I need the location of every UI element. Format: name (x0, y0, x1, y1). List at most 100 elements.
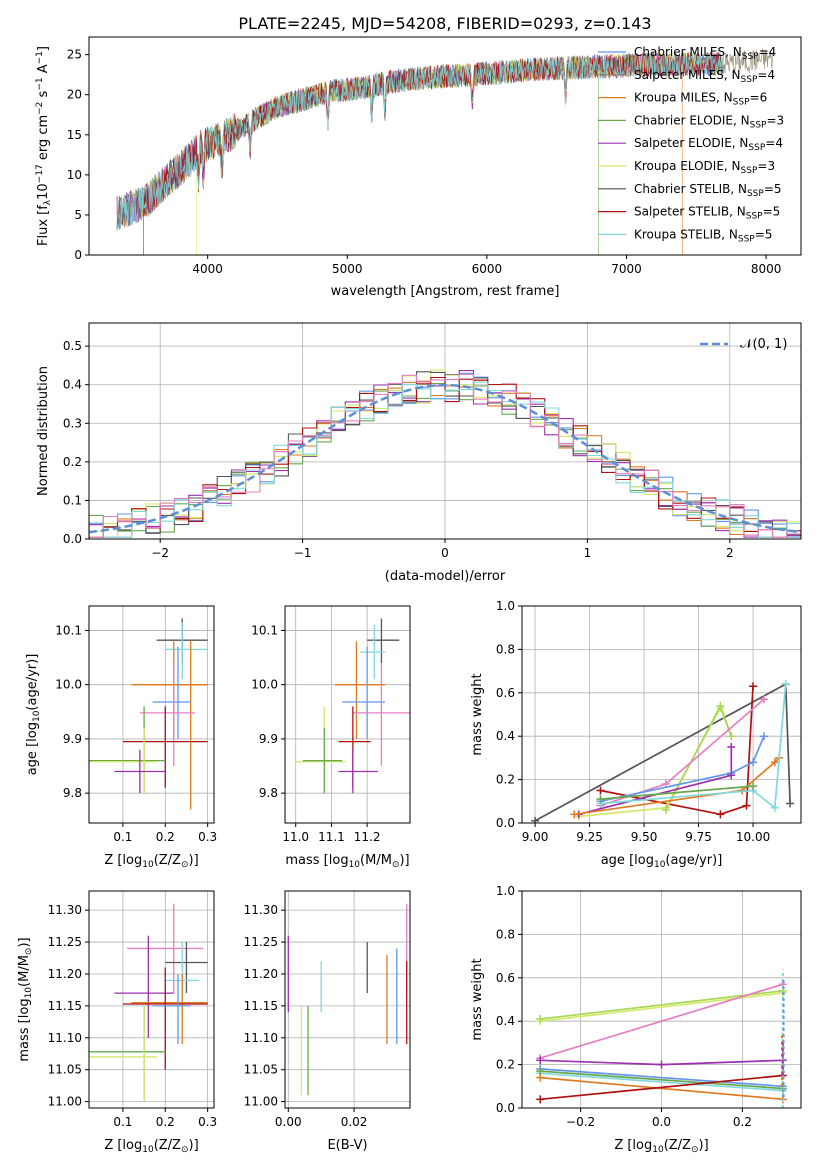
y-tick-label: 0.3 (63, 416, 82, 430)
x-axis-label: Z [log10(Z/Z⊙)] (104, 1138, 198, 1155)
legend-sub: SSP (733, 98, 750, 108)
label-part: Z [log (104, 853, 142, 868)
y-tick-label: 0.0 (496, 1101, 515, 1115)
weight-line-pink (600, 698, 765, 807)
label-part: ⊙ (181, 1145, 189, 1155)
legend-label: Kroupa STELIB, NSSP=5 (634, 227, 772, 244)
plot-area (531, 680, 795, 823)
label-part: ] (36, 46, 51, 51)
x-axis-label: age [log10(age/yr)] (601, 853, 723, 870)
y-tick-label: 9.9 (63, 732, 82, 746)
y-tick-label: 11.15 (244, 999, 278, 1013)
weight-line-salpeter_stelib (540, 1074, 783, 1101)
x-tick-label: 2 (726, 546, 734, 560)
label-part: 10 (36, 183, 51, 200)
y-tick-label: 15 (67, 128, 82, 142)
weight-marker-salpeter_elodie (727, 743, 736, 752)
label-part: −17 (35, 164, 45, 183)
label-part: )] (189, 1138, 199, 1153)
axes-frame (88, 605, 215, 824)
y-tick-label: 0.2 (496, 1058, 515, 1072)
plot-area (287, 903, 408, 1096)
y-tick-label: 10.0 (55, 678, 82, 692)
legend-label: Salpeter ELODIE, NSSP=4 (634, 136, 783, 153)
y-tick-label: 11.25 (244, 935, 278, 949)
label-part: erg cm (36, 115, 51, 164)
y-tick-label: 11.30 (48, 903, 82, 917)
label-part: 10 (142, 1145, 154, 1155)
y-tick-label: 0.2 (496, 773, 515, 787)
label-part: ⊙ (24, 948, 34, 956)
y-tick-label: 9.8 (63, 786, 82, 800)
label-part: −1 (35, 77, 45, 90)
plot-area (536, 969, 787, 1108)
weight-line-kroupa_miles (574, 757, 780, 816)
y-tick-label: 0.0 (496, 816, 515, 830)
y-tick-label: 11.25 (48, 935, 82, 949)
label-part: 10 (652, 1145, 664, 1155)
plot-area (89, 369, 801, 539)
plot-area (116, 48, 774, 255)
weight-marker-salpeter_stelib (596, 786, 605, 795)
legend-sub: SSP (741, 75, 758, 85)
weight-line-kroupa_elodie (540, 992, 783, 1023)
legend-text: Salpeter ELODIE, N (634, 136, 748, 150)
weight-marker-chabrier_miles (749, 758, 758, 767)
legend-value: =3 (757, 159, 775, 173)
y-tick-label: 0.5 (63, 339, 82, 353)
y-axis-label: mass weight (470, 958, 485, 1040)
y-tick-label: 0.2 (63, 455, 82, 469)
panel-mass_vs_Z: 0.1 0.2 0.3 11.00 11.05 11.10 11.15 11.20 11.25 1… (17, 890, 217, 1155)
weight-line-kroupa_stelib (600, 684, 787, 810)
label-part: 10 (24, 987, 34, 999)
axes-frame (88, 36, 802, 256)
x-tick-label: 7000 (611, 262, 642, 276)
weight-line-pink (539, 983, 784, 1059)
label-part: s (36, 90, 51, 101)
legend-value: =3 (766, 113, 784, 127)
legend-label: Chabrier ELODIE, NSSP=3 (634, 113, 784, 130)
weight-marker-kroupa_miles (536, 1073, 545, 1082)
legend-label: 𝒩(0, 1) (740, 337, 787, 352)
label-part: ⊙ (392, 860, 400, 870)
panel-age_vs_mass: 11.0 11.1 11.2 9.8 9.9 10.0 10.1 mass [log10(M/… (251, 605, 411, 870)
y-tick-label: 11.00 (48, 1095, 82, 1109)
legend-label: Salpeter MILES, NSSP=4 (634, 68, 775, 85)
y-tick-label: 11.10 (244, 1031, 278, 1045)
legend-value: =5 (755, 227, 773, 241)
x-tick-label: 11.1 (318, 830, 345, 844)
y-tick-label: 0.4 (496, 729, 515, 743)
x-tick-label: 0.2 (156, 1115, 175, 1129)
legend: 𝒩(0, 1) (700, 337, 787, 352)
label-part: Z [log (104, 1138, 142, 1153)
plot-area (89, 903, 208, 1102)
panel-age_vs_Z: 0.1 0.2 0.39.89.910.010.1Z [log10(Z/Z⊙)]ag… (25, 605, 217, 870)
label-part: Z [log (614, 1138, 652, 1153)
y-tick-label: 11.20 (244, 967, 278, 981)
spectrum-line-kroupa_stelib (116, 52, 725, 232)
weight-line-chabrier_elodie (540, 1070, 783, 1090)
x-tick-label: 0.1 (113, 830, 132, 844)
x-axis-label: mass [log10(M/M⊙)] (285, 853, 409, 870)
x-tick-label: 11.2 (354, 830, 381, 844)
axes-frame (284, 890, 411, 1109)
label-part: age [log (601, 853, 654, 868)
weight-line-kroupa_stelib (540, 1072, 783, 1092)
legend-value: =5 (763, 205, 781, 219)
x-tick-label: 0.0 (652, 1115, 671, 1129)
label-part: )] (189, 853, 199, 868)
weight-line-greenyellow (540, 989, 783, 1020)
x-tick-label: 0.2 (156, 830, 175, 844)
plot-area (89, 618, 208, 810)
y-tick-label: 20 (67, 88, 82, 102)
x-tick-label: 0.2 (733, 1115, 752, 1129)
y-tick-label: 0.4 (63, 378, 82, 392)
x-tick-label: 0.3 (198, 830, 217, 844)
weight-marker-salpeter_elodie (657, 1060, 666, 1069)
y-tick-label: 11.30 (244, 903, 278, 917)
x-tick-label: 9.50 (631, 830, 658, 844)
weight-marker-chabrier_elodie (749, 782, 758, 791)
label-part: )] (399, 853, 409, 868)
legend-label: Kroupa ELODIE, NSSP=3 (634, 159, 775, 176)
